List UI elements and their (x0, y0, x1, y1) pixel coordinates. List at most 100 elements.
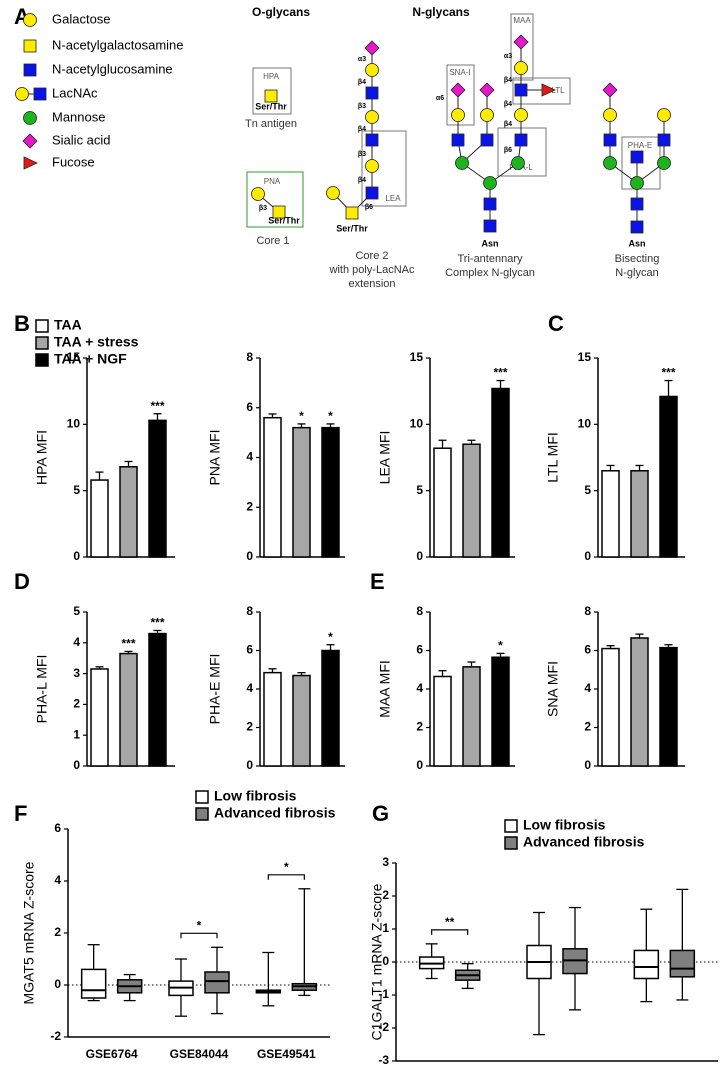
legend-swatch (504, 819, 518, 833)
linkage: α6 (436, 95, 444, 102)
y-tick-label: 6 (416, 643, 423, 657)
glcnac (514, 83, 528, 97)
lectin-box (512, 77, 571, 105)
y-tick-label: 6 (246, 643, 253, 657)
glcnac (657, 133, 671, 147)
bar (433, 447, 452, 558)
lectin-label: SNA-I (449, 68, 470, 77)
y-tick-label: 2 (246, 499, 253, 513)
sialic-acid (22, 133, 38, 149)
panel-label: D (14, 569, 30, 594)
bar (90, 479, 109, 558)
lectin-box (497, 127, 547, 177)
bar (630, 637, 649, 767)
mannose (657, 156, 671, 170)
y-axis-label: MAA MFI (377, 660, 393, 718)
lectin-box (246, 171, 304, 228)
y-axis-label: HPA MFI (34, 430, 50, 485)
galactose (23, 13, 37, 27)
y-tick-label: 8 (416, 604, 423, 618)
y-tick-label: 4 (246, 681, 253, 695)
y-tick-label: 15 (67, 350, 81, 364)
lectin-label: PNA (264, 177, 281, 186)
legend-label: TAA (54, 317, 82, 333)
x-tick-label: GSE84044 (170, 1047, 229, 1061)
structure-name: with poly-LacNAc (329, 264, 415, 276)
legend-label: LacNAc (52, 85, 98, 100)
sialic-acid (602, 82, 618, 98)
legend-swatch (195, 790, 209, 804)
galactose (480, 108, 494, 122)
y-tick-label: 2 (416, 720, 423, 734)
y-axis-label: PHA-L MFI (34, 655, 50, 724)
panel-label: C (548, 311, 564, 336)
legend-swatch (35, 319, 49, 333)
panel-label: E (370, 569, 385, 594)
y-tick-label: 0 (73, 549, 80, 563)
galactose (514, 108, 528, 122)
y-tick-label: 4 (584, 681, 591, 695)
lectin-label: MAA (513, 16, 531, 25)
legend-swatch (504, 836, 518, 850)
legend-label: Low fibrosis (214, 788, 297, 804)
panel-label: B (14, 311, 30, 336)
bar (263, 671, 282, 767)
y-tick-label: 4 (54, 873, 61, 887)
galactose (657, 108, 671, 122)
y-tick-label: 0 (584, 758, 591, 772)
galnac (23, 39, 37, 53)
legend-label: Galactose (52, 11, 111, 26)
section-header: O-glycans (252, 5, 310, 19)
y-tick-label: 4 (73, 635, 80, 649)
legend-label: Advanced fibrosis (523, 834, 645, 850)
structure-name: Bisecting (615, 253, 660, 265)
y-tick-label: 5 (73, 604, 80, 618)
bar (263, 416, 282, 558)
glcnac (630, 220, 644, 234)
y-tick-label: 10 (67, 417, 81, 431)
y-tick-label: 8 (584, 604, 591, 618)
galnac (272, 205, 286, 219)
galactose (15, 87, 29, 101)
significance: *** (150, 399, 164, 413)
galactose (365, 159, 379, 173)
linkage: α3 (504, 53, 512, 60)
panel-label: G (372, 801, 389, 826)
galactose (365, 63, 379, 77)
galactose (326, 186, 340, 200)
structure-name: Core 1 (256, 235, 289, 247)
glcnac (23, 63, 37, 77)
glcnac (365, 86, 379, 100)
y-axis-label: PHA-E MFI (207, 654, 223, 725)
legend-label: N-acetylglucosamine (52, 61, 173, 76)
y-tick-label: 1 (382, 921, 389, 935)
glcnac (365, 186, 379, 200)
significance-bracket (267, 874, 305, 880)
anchor: Ser/Thr (336, 223, 368, 233)
lectin-label: LEA (385, 194, 401, 203)
glcnac (603, 133, 617, 147)
y-tick-label: -3 (378, 1053, 389, 1067)
bar (119, 652, 138, 767)
sialic-acid (450, 82, 466, 98)
y-tick-label: 0 (246, 758, 253, 772)
lectin-box (510, 13, 534, 81)
structure-name: Tri-antennary (457, 253, 523, 265)
y-tick-label: 0 (416, 758, 423, 772)
legend-label: N-acetylgalactosamine (52, 37, 184, 52)
significance: * (328, 630, 333, 644)
mannose (511, 156, 525, 170)
galactose (603, 108, 617, 122)
bar (659, 395, 678, 558)
legend-swatch (35, 353, 49, 367)
galactose (365, 110, 379, 124)
linkage: β4 (358, 177, 366, 184)
significance: ** (445, 915, 455, 929)
legend-label: Sialic acid (52, 132, 111, 147)
legend-label: Low fibrosis (523, 817, 606, 833)
legend-swatch (35, 336, 49, 350)
significance: *** (493, 366, 507, 380)
mannose (603, 156, 617, 170)
bar (119, 466, 138, 558)
